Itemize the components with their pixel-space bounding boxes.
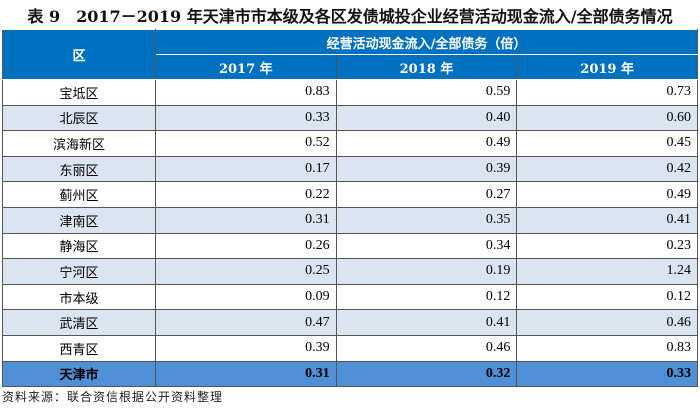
value-cell: 0.47 <box>155 309 337 336</box>
table-row: 宁河区 0.25 0.19 1.24 <box>2 258 698 285</box>
value-cell: 0.23 <box>516 232 698 260</box>
region-name: 滨海新区 <box>2 130 156 157</box>
value-cell: 0.17 <box>155 155 337 183</box>
value-cell: 0.46 <box>516 309 698 336</box>
value-cell: 0.27 <box>335 181 518 208</box>
header-group: 经营活动现金流入/全部债务（倍） <box>155 29 698 55</box>
value-cell: 0.83 <box>516 334 698 362</box>
value-cell: 0.31 <box>155 360 337 388</box>
value-cell: 0.19 <box>335 258 518 285</box>
table-row: 市本级 0.09 0.12 0.12 <box>2 283 698 311</box>
value-cell: 0.09 <box>155 283 337 311</box>
data-table: 区 经营活动现金流入/全部债务（倍） 2017 年 2018 年 2019 年 … <box>2 29 698 388</box>
value-cell: 0.46 <box>335 334 518 362</box>
value-cell: 0.33 <box>155 104 337 132</box>
region-name: 静海区 <box>2 232 156 260</box>
value-cell: 0.45 <box>516 130 698 157</box>
value-cell: 0.41 <box>516 206 698 234</box>
value-cell: 0.12 <box>335 283 518 311</box>
value-cell: 0.42 <box>516 155 698 183</box>
value-cell: 0.31 <box>155 206 337 234</box>
total-row: 天津市 0.31 0.32 0.33 <box>2 360 698 388</box>
table-row: 北辰区 0.33 0.40 0.60 <box>2 104 698 132</box>
table-title: 表 9 2017－2019 年天津市市本级及各区发债城投企业经营活动现金流入/全… <box>27 7 673 26</box>
value-cell: 0.35 <box>335 206 518 234</box>
header-year: 2018 年 <box>335 54 518 80</box>
region-name: 宁河区 <box>2 258 156 285</box>
source-note: 资料来源：联合资信根据公开资料整理 <box>2 390 224 404</box>
region-name: 武清区 <box>2 309 156 336</box>
value-cell: 0.41 <box>335 309 518 336</box>
header-year: 2019 年 <box>516 54 698 80</box>
header-region: 区 <box>2 29 156 80</box>
value-cell: 0.49 <box>335 130 518 157</box>
table-row: 滨海新区 0.52 0.49 0.45 <box>2 130 698 157</box>
value-cell: 0.49 <box>516 181 698 208</box>
value-cell: 1.24 <box>516 258 698 285</box>
value-cell: 0.40 <box>335 104 518 132</box>
value-cell: 0.12 <box>516 283 698 311</box>
table-row: 武清区 0.47 0.41 0.46 <box>2 309 698 336</box>
value-cell: 0.73 <box>516 79 698 106</box>
region-name: 宝坻区 <box>2 79 156 106</box>
value-cell: 0.39 <box>335 155 518 183</box>
value-cell: 0.26 <box>155 232 337 260</box>
region-name: 市本级 <box>2 283 156 311</box>
region-name: 天津市 <box>2 360 156 388</box>
value-cell: 0.22 <box>155 181 337 208</box>
table-row: 蓟州区 0.22 0.27 0.49 <box>2 181 698 208</box>
value-cell: 0.83 <box>155 79 337 106</box>
region-name: 西青区 <box>2 334 156 362</box>
region-name: 北辰区 <box>2 104 156 132</box>
table-row: 东丽区 0.17 0.39 0.42 <box>2 155 698 183</box>
value-cell: 0.59 <box>335 79 518 106</box>
header-year: 2017 年 <box>155 54 337 80</box>
region-name: 蓟州区 <box>2 181 156 208</box>
value-cell: 0.33 <box>516 360 698 388</box>
region-name: 东丽区 <box>2 155 156 183</box>
table-row: 宝坻区 0.83 0.59 0.73 <box>2 79 698 106</box>
value-cell: 0.32 <box>335 360 518 388</box>
value-cell: 0.52 <box>155 130 337 157</box>
value-cell: 0.25 <box>155 258 337 285</box>
table-row: 津南区 0.31 0.35 0.41 <box>2 206 698 234</box>
table-row: 西青区 0.39 0.46 0.83 <box>2 334 698 362</box>
value-cell: 0.34 <box>335 232 518 260</box>
value-cell: 0.60 <box>516 104 698 132</box>
value-cell: 0.39 <box>155 334 337 362</box>
region-name: 津南区 <box>2 206 156 234</box>
table-row: 静海区 0.26 0.34 0.23 <box>2 232 698 260</box>
